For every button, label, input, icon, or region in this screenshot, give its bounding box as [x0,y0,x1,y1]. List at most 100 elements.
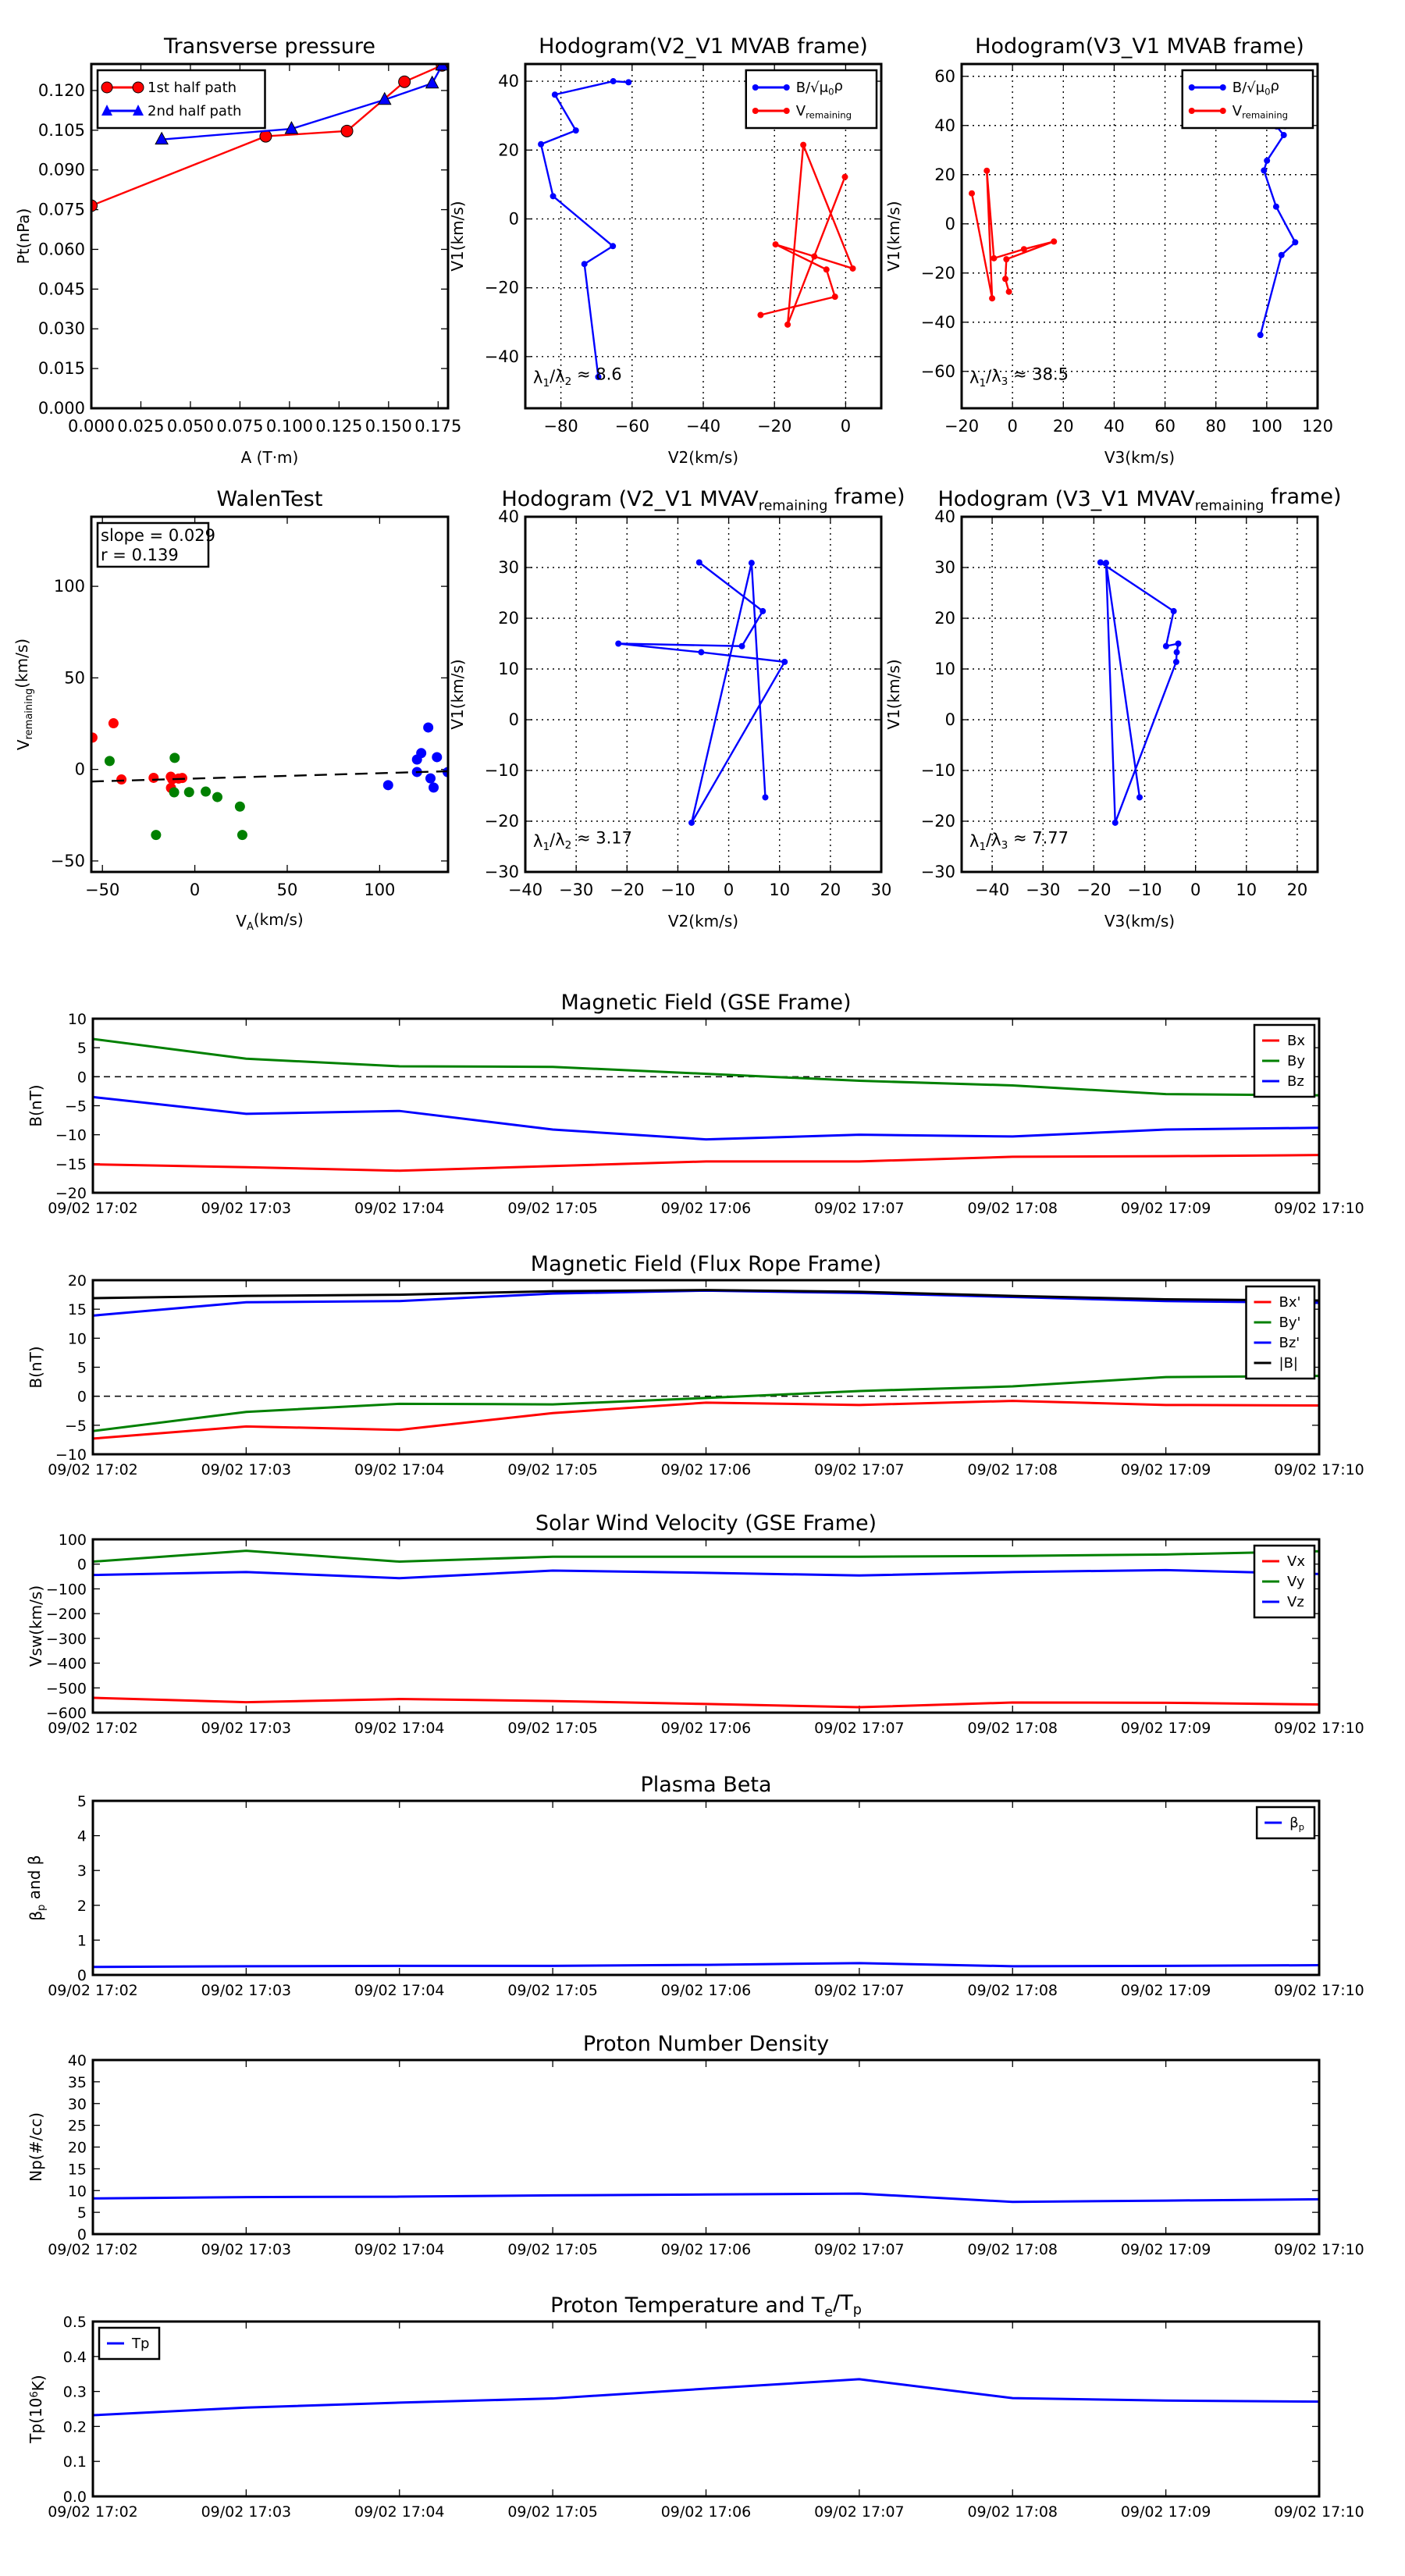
x-tick-label: 30 [871,881,892,899]
x-tick-label: 09/02 17:03 [201,2503,292,2521]
y-tick-label: −5 [65,1418,87,1435]
y-tick-label: 0.4 [63,2349,87,2366]
legend-marker [752,108,759,114]
x-tick-label: 09/02 17:09 [1121,1720,1211,1737]
y-tick-label: 20 [934,609,955,628]
plot-area [93,2378,1319,2417]
y-tick-label: 0 [77,2226,87,2243]
x-tick-label: 09/02 17:02 [48,1720,138,1737]
legend-label: 1st half path [148,80,237,96]
plot-area [93,1962,1319,1969]
axes-frame [90,62,450,410]
eigenvalue-ratio-text: λ1/λ2 ≈ 8.6 [533,365,622,390]
y-axis-label: Vremaining(km/s) [12,639,35,750]
y-tick-label: −20 [921,264,955,283]
data-point [1172,658,1179,665]
data-point [1162,642,1169,649]
x-tick-label: 09/02 17:04 [354,1982,445,1999]
x-tick-label: 09/02 17:04 [354,2241,445,2258]
data-point [698,649,705,656]
x-tick-label: −80 [543,417,578,436]
plot-area [538,78,856,380]
x-tick-label: 09/02 17:03 [201,1461,292,1478]
plot-area [93,2192,1319,2204]
x-tick-label: 120 [1302,417,1333,436]
y-tick-label: 0 [945,710,955,729]
y-tick-label: 0.060 [38,240,85,258]
y-tick-label: 0 [77,1389,87,1406]
data-point [759,607,767,614]
x-tick-label: 10 [1236,881,1257,899]
data-point [757,311,764,318]
legend-marker [1219,108,1226,114]
x-tick-label: 09/02 17:05 [507,1720,598,1737]
y-tick-label: −30 [485,863,519,881]
legend-label: Vz [1287,1594,1304,1610]
data-point [615,640,622,647]
chart-title: Hodogram (V2_V1 MVAVremaining frame) [501,485,905,514]
series-line-0 [93,1962,1319,1969]
y-tick-label: 10 [498,660,519,678]
x-tick-label: −60 [615,417,649,436]
y-tick-label: 0.045 [38,279,85,298]
x-tick-label: 09/02 17:10 [1274,2503,1364,2521]
data-point [1278,251,1285,258]
data-point [340,124,354,137]
data-point [625,79,632,86]
legend-item: Bx [1262,1033,1305,1049]
chart-title: Transverse pressure [163,34,375,59]
x-tick-label: 09/02 17:05 [507,2503,598,2521]
x-tick-label: −50 [85,881,119,899]
data-point [212,792,222,802]
x-tick-label: 09/02 17:06 [661,1200,752,1217]
data-point [425,75,439,89]
series-line-0 [93,2192,1319,2204]
x-tick-label: 09/02 17:09 [1121,1200,1211,1217]
x-tick-label: 09/02 17:04 [354,1200,445,1217]
x-tick-label: 09/02 17:10 [1274,1200,1364,1217]
data-point [108,718,119,729]
data-point [1002,276,1009,283]
y-tick-label: 10 [68,2183,87,2200]
x-tick-label: 09/02 17:04 [354,1461,445,1478]
data-point [695,559,702,566]
x-tick-label: −20 [610,881,644,899]
y-tick-label: 15 [68,2161,87,2178]
y-tick-label: 40 [68,2052,87,2069]
data-point [811,253,818,260]
y-tick-label: 40 [498,72,519,91]
x-tick-label: 09/02 17:06 [661,1720,752,1737]
y-tick-label: 0 [77,1967,87,1984]
x-tick-label: 09/02 17:08 [967,1982,1058,1999]
legend: Tp [98,2326,161,2361]
x-tick-label: −20 [757,417,791,436]
data-point [183,787,194,798]
data-point [688,819,695,826]
legend: βp [1255,1806,1316,1840]
y-tick-label: −10 [485,761,519,780]
chart-3: −50 0 50 100 −50 0 50 100 WalenTest VA(km/s) Vrema… [12,487,450,933]
x-tick-label: 09/02 17:05 [507,1461,598,1478]
x-tick-label: 09/02 17:05 [507,1982,598,1999]
plot-area [91,64,448,212]
data-point [762,794,769,801]
x-tick-label: 20 [1287,881,1308,899]
data-point [538,141,545,148]
y-tick-label: 40 [498,507,519,526]
data-point [1261,167,1268,174]
data-point [1173,649,1180,656]
x-tick-label: 20 [1053,417,1074,436]
legend-box [1181,69,1314,130]
legend-label: Vremaining [1232,103,1288,121]
axes-frame [524,62,883,410]
data-point [416,748,427,759]
data-point [823,266,830,273]
x-tick-label: 60 [1154,417,1176,436]
y-tick-label: −5 [65,1098,87,1115]
data-point [284,121,299,134]
chart-title: Hodogram(V2_V1 MVAB frame) [539,34,868,59]
x-axis-label: A (T·m) [241,448,299,467]
data-point [610,78,617,85]
legend-label: B/√μ0ρ [1232,78,1279,97]
